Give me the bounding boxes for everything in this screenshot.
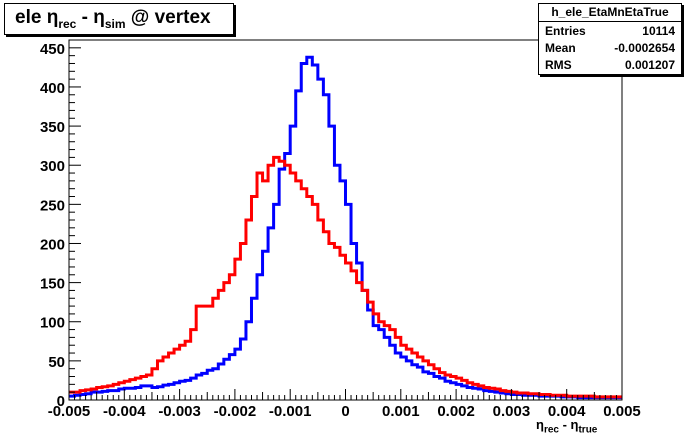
x-tick-label: 0.005 (603, 403, 641, 420)
stats-box: h_ele_EtaMnEtaTrue Entries 10114 Mean -0… (538, 3, 682, 75)
x-tick-label: -0.004 (103, 403, 146, 420)
title-eta: η (93, 7, 105, 28)
x-tick-label: -0.003 (158, 403, 201, 420)
y-tick-label: 300 (40, 158, 65, 175)
blue-series-line (69, 55, 622, 400)
stats-label: RMS (545, 58, 572, 72)
xlabel-sub-true: true (578, 424, 598, 436)
red-series-line (69, 155, 622, 399)
x-tick-label: -0.002 (214, 403, 257, 420)
title-part: @ vertex (125, 7, 211, 28)
y-tick-label: 200 (40, 236, 65, 253)
stats-row-entries: Entries 10114 (545, 23, 675, 40)
title-part: ele (15, 7, 47, 28)
x-tick-label: 0 (341, 403, 349, 420)
title-part: - (76, 7, 94, 28)
x-tick-label: -0.001 (269, 403, 312, 420)
stats-row-mean: Mean -0.0002654 (545, 40, 675, 57)
x-tick-label: 0.003 (493, 403, 531, 420)
y-tick-label: 100 (40, 315, 65, 332)
stats-row-rms: RMS 0.001207 (545, 57, 675, 74)
title-sub-sim: sim (104, 16, 126, 31)
stats-label: Entries (545, 24, 586, 38)
y-tick-label: 350 (40, 119, 65, 136)
title-eta: η (46, 7, 59, 28)
y-tick-label: 450 (40, 41, 65, 58)
xlabel-part: η (536, 417, 544, 432)
plot-frame (68, 39, 623, 401)
stats-value: 10114 (642, 24, 675, 38)
xlabel-part: - η (558, 417, 579, 432)
x-axis-label: ηrec - ηtrue (536, 417, 597, 436)
y-tick-label: 150 (40, 276, 65, 293)
stats-histogram-name: h_ele_EtaMnEtaTrue (539, 4, 681, 22)
y-tick-label: 250 (40, 197, 65, 214)
x-tick-label: 0.004 (548, 403, 586, 420)
stats-label: Mean (545, 41, 576, 55)
x-tick-label: 0.001 (382, 403, 420, 420)
y-tick-label: 400 (40, 80, 65, 97)
y-tick-label: 0 (57, 393, 65, 410)
stats-value: 0.001207 (624, 58, 675, 72)
title-sub-rec: rec (58, 16, 77, 31)
x-tick-label: 0.002 (437, 403, 475, 420)
stats-value: -0.0002654 (614, 41, 675, 55)
title-box: ele ηrec - ηsim @ vertex (4, 3, 234, 35)
x-tick-label: -0.005 (48, 403, 91, 420)
chart-title: ele ηrec - ηsim @ vertex (15, 7, 211, 31)
y-tick-label: 50 (48, 354, 65, 371)
xlabel-sub-rec: rec (543, 424, 559, 436)
